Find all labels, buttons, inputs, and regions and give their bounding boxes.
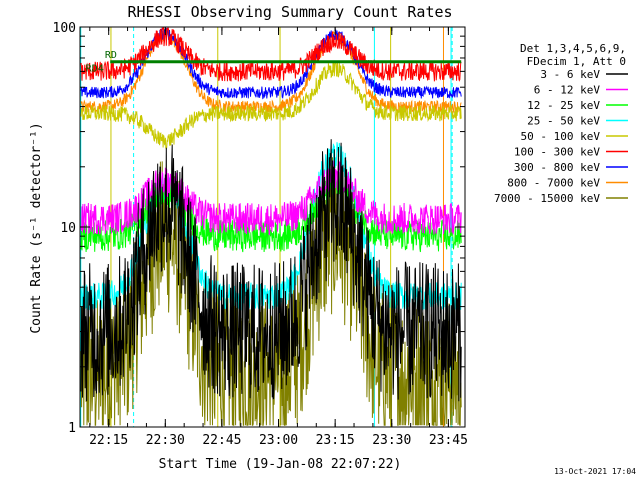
- y-tick-label: 100: [53, 21, 76, 36]
- series-line: [80, 170, 462, 253]
- legend-label: 3 - 6 keV: [540, 68, 600, 81]
- legend-label: 25 - 50 keV: [527, 115, 600, 128]
- footer-timestamp: 13-Oct-2021 17:04: [554, 467, 636, 476]
- legend-header: FDecim 1, Att 0: [527, 55, 626, 68]
- series-line: [80, 139, 462, 402]
- y-axis-label: Count Rate (s⁻¹ detector⁻¹): [29, 122, 44, 333]
- x-tick-label: 23:15: [316, 433, 355, 448]
- x-axis: 22:15 22:30 22:45 23:00 23:15 23:30 23:45: [89, 27, 468, 448]
- series-line: [80, 61, 462, 149]
- series-line: [80, 142, 462, 311]
- x-tick-label: 23:00: [259, 433, 298, 448]
- legend-label: 6 - 12 keV: [534, 84, 601, 97]
- y-axis: 1 10 100: [53, 21, 465, 436]
- y-tick-label: 1: [68, 421, 76, 436]
- series-line: [80, 160, 462, 236]
- legend-label: 7000 - 15000 keV: [494, 192, 600, 205]
- series-line: [80, 27, 462, 82]
- x-tick-label: 22:30: [146, 433, 185, 448]
- x-tick-label: 22:15: [89, 433, 128, 448]
- legend-label: 800 - 7000 keV: [507, 177, 600, 190]
- annotation-rd: RD: [105, 50, 117, 61]
- legend: Det 1,3,4,5,6,9,FDecim 1, Att 03 - 6 keV…: [494, 42, 628, 205]
- legend-label: 12 - 25 keV: [527, 99, 600, 112]
- legend-label: 300 - 800 keV: [514, 161, 600, 174]
- x-tick-label: 23:30: [372, 433, 411, 448]
- legend-header: Det 1,3,4,5,6,9,: [520, 42, 626, 55]
- annotation-rd4: RD4: [86, 63, 104, 74]
- legend-label: 100 - 300 keV: [514, 146, 600, 159]
- legend-label: 50 - 100 keV: [521, 130, 601, 143]
- chart-title: RHESSI Observing Summary Count Rates: [127, 3, 452, 21]
- y-tick-label: 10: [60, 221, 76, 236]
- x-tick-label: 22:45: [202, 433, 241, 448]
- x-axis-label: Start Time (19-Jan-08 22:07:22): [159, 457, 402, 472]
- x-tick-label: 23:45: [429, 433, 468, 448]
